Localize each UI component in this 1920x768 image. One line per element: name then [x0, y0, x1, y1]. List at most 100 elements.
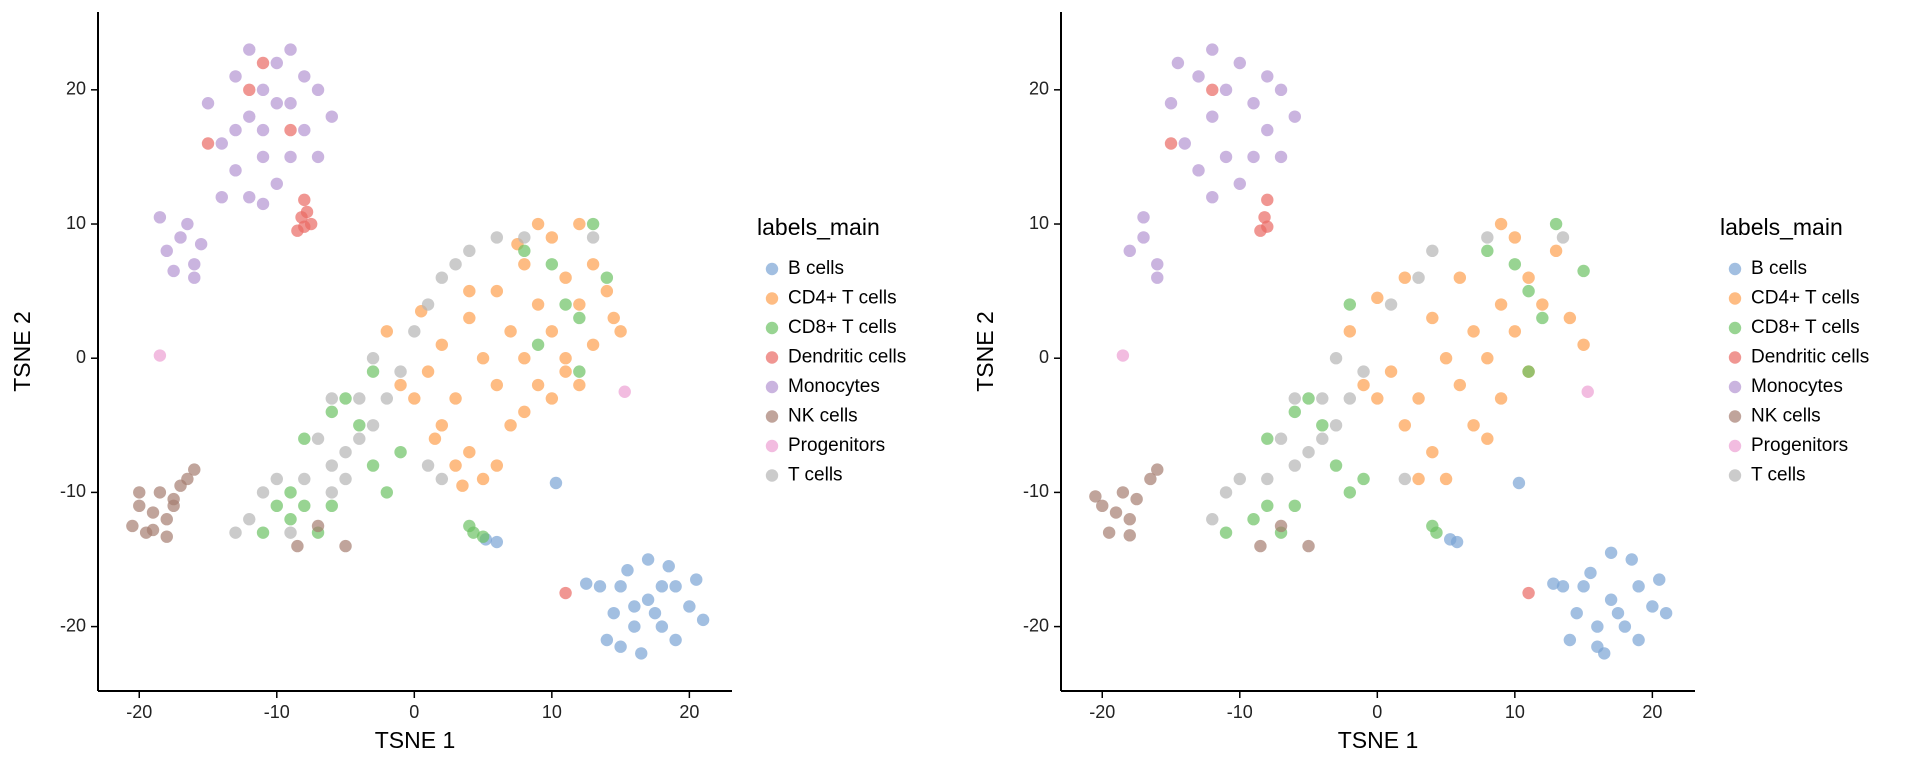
legend-title: labels_main [757, 214, 880, 240]
point [545, 392, 559, 405]
legend-label: T cells [1751, 465, 1806, 486]
y-tick-label: -10 [60, 481, 86, 501]
point [600, 284, 614, 298]
legend-label: CD8+ T cells [788, 317, 897, 338]
point [215, 137, 228, 150]
point [311, 519, 325, 533]
point [1563, 311, 1577, 325]
point [1192, 164, 1205, 177]
point [270, 499, 283, 513]
point [559, 586, 572, 600]
point [284, 97, 297, 110]
x-tick-label: -20 [126, 702, 152, 722]
point [1412, 472, 1425, 486]
y-tick-label: -10 [1023, 481, 1049, 501]
point [1329, 352, 1343, 365]
point [256, 56, 270, 70]
legend-label: CD4+ T cells [788, 288, 897, 309]
point [1261, 472, 1274, 486]
point [1577, 338, 1590, 351]
legend-label: Dendritic cells [1751, 347, 1869, 368]
point [325, 459, 338, 472]
point [1577, 264, 1590, 278]
point [1659, 606, 1673, 620]
legend-label: B cells [788, 258, 844, 279]
point [531, 217, 545, 231]
point [1343, 392, 1357, 405]
point [463, 311, 476, 325]
legend-title: labels_main [1720, 214, 1843, 240]
point [607, 311, 620, 325]
point [1274, 83, 1288, 97]
point [518, 405, 531, 419]
point [1123, 513, 1136, 526]
point [421, 365, 435, 378]
point [256, 197, 270, 211]
point [284, 123, 297, 137]
point [1261, 123, 1274, 137]
legend-label: NK cells [788, 406, 858, 427]
point [1329, 419, 1343, 432]
legend-swatch [765, 380, 779, 394]
y-tick-label: 10 [1029, 213, 1049, 233]
point [559, 298, 572, 311]
point [573, 378, 586, 392]
point [380, 486, 394, 499]
point [1646, 600, 1659, 613]
legend-label: CD8+ T cells [1751, 317, 1860, 338]
point [243, 43, 256, 56]
point [311, 432, 325, 445]
point [648, 606, 662, 620]
point [1604, 593, 1618, 606]
point [1512, 476, 1526, 490]
point [1288, 110, 1301, 123]
point [284, 43, 297, 56]
point [1494, 392, 1508, 405]
point [270, 56, 283, 70]
legend-swatch [1728, 469, 1742, 482]
point [518, 244, 531, 258]
point [545, 258, 559, 271]
chart-panel: -20 -10 0 10 20 -20 -10 0 10 20 TSNE 1 TSNE 2 labels… [9, 12, 906, 753]
point [1549, 217, 1563, 231]
legend-label: Progenitors [1751, 435, 1848, 456]
point [1577, 580, 1590, 593]
legend-swatch [765, 292, 779, 305]
legend-label: B cells [1751, 258, 1807, 279]
point [586, 338, 600, 351]
point [456, 479, 469, 492]
point [1254, 539, 1267, 553]
point [559, 365, 572, 378]
point [1591, 640, 1604, 653]
point [600, 271, 614, 284]
legend-swatch [1728, 439, 1742, 453]
point [1233, 472, 1246, 486]
point [284, 150, 297, 164]
point [325, 486, 338, 499]
point [1398, 271, 1412, 284]
point [1192, 70, 1205, 83]
legend-label: T cells [788, 465, 843, 486]
point [1467, 325, 1480, 338]
y-tick-label: 0 [1039, 347, 1049, 367]
point [573, 217, 586, 231]
point [1536, 298, 1549, 311]
point [298, 70, 311, 83]
point [1130, 492, 1143, 506]
point [284, 513, 297, 526]
point [1450, 535, 1464, 549]
point [1109, 506, 1123, 519]
point [559, 271, 572, 284]
point [621, 564, 634, 577]
point [1219, 486, 1233, 499]
point [696, 613, 710, 627]
point [1522, 271, 1535, 284]
point [531, 378, 545, 392]
point [545, 231, 559, 244]
legend-swatch [765, 469, 779, 482]
point [545, 325, 559, 338]
point [1206, 83, 1219, 97]
point [133, 486, 146, 499]
x-tick-label: 20 [1642, 702, 1662, 722]
point [1581, 385, 1594, 398]
